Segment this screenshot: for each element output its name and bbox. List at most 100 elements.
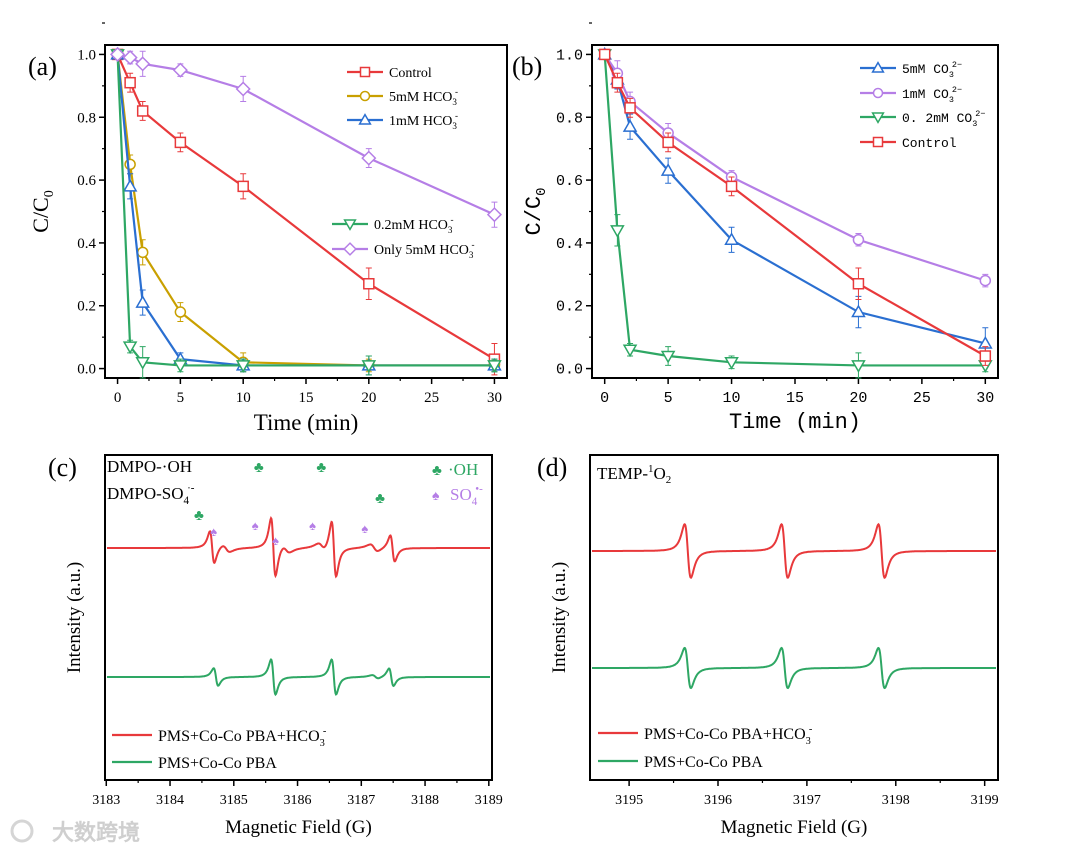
adduct-label-so4-sup: ·- bbox=[187, 482, 195, 494]
data-point-triangle-up bbox=[135, 295, 150, 308]
series-1mm-co3-2- bbox=[598, 48, 992, 288]
legend-label: 1mM CO32− bbox=[902, 85, 962, 105]
plot-frame bbox=[104, 454, 493, 781]
x-tick-label: 10 bbox=[236, 390, 251, 406]
legend-label-sub: 3 bbox=[452, 121, 457, 131]
legend-label: Control bbox=[902, 136, 957, 151]
x-tick-label: 25 bbox=[424, 390, 439, 406]
data-point-square bbox=[136, 105, 149, 117]
spectrum-green bbox=[107, 657, 490, 697]
data-point-triangle-up bbox=[358, 113, 372, 125]
spectrum-red bbox=[592, 522, 996, 580]
legend-label-sub: 3 bbox=[452, 97, 457, 107]
data-point-triangle-up bbox=[122, 178, 138, 192]
legend-entry: 5mM CO32− bbox=[860, 60, 962, 80]
legend-label: 1mM HCO3- bbox=[389, 111, 458, 132]
so4-peak-marker-icon: ♠ bbox=[210, 524, 217, 539]
data-point-triangle-down bbox=[724, 357, 739, 370]
legend-label-sup: - bbox=[455, 111, 458, 121]
x-tick-label: 0 bbox=[600, 390, 609, 407]
adduct-sup: 1 bbox=[648, 463, 654, 475]
data-point-circle bbox=[136, 246, 149, 259]
x-axis-title: Magnetic Field (G) bbox=[225, 817, 372, 838]
so4-legend-label-main: SO bbox=[450, 485, 472, 504]
y-axis-title-sub: 0 bbox=[534, 187, 550, 195]
data-point-triangle-up bbox=[724, 232, 739, 246]
x-tick-label: 3186 bbox=[284, 793, 312, 808]
data-point-diamond bbox=[235, 81, 251, 97]
adduct-main: TEMP- bbox=[597, 464, 648, 483]
legend-entry: Only 5mM HCO3- bbox=[332, 240, 474, 260]
data-point-square bbox=[124, 76, 136, 89]
legend-label-sub: 3 bbox=[320, 738, 325, 749]
legend-entry: PMS+Co-Co PBA bbox=[112, 755, 277, 772]
legend-entry: Control bbox=[860, 136, 957, 151]
x-tick-label: 20 bbox=[849, 390, 867, 407]
legend-label-sup: - bbox=[455, 87, 458, 97]
data-point-triangle-down bbox=[235, 360, 251, 373]
adduct-label-so4-main: DMPO-SO bbox=[107, 484, 184, 503]
data-point-circle bbox=[174, 306, 187, 318]
x-tick-label: 3189 bbox=[475, 793, 503, 808]
legend-label: PMS+Co-Co PBA bbox=[644, 754, 763, 771]
legend-entry: Control bbox=[347, 66, 432, 81]
oh-peak-marker-icon: ♣ bbox=[254, 460, 264, 476]
legend-label-main: 1mM CO bbox=[902, 87, 949, 102]
data-point-square bbox=[725, 180, 738, 193]
adduct-label-so4-sub: 4 bbox=[184, 495, 190, 507]
data-point-diamond bbox=[135, 56, 151, 72]
series-only-5mm-hco3- bbox=[110, 46, 502, 228]
legend-label-sub: 3 bbox=[469, 250, 474, 260]
so4-legend-label: SO4•- bbox=[450, 483, 483, 508]
data-point-triangle-down bbox=[343, 219, 357, 231]
x-tick-label: 3196 bbox=[704, 793, 732, 808]
panel-label: (b) bbox=[512, 52, 542, 81]
series-control bbox=[598, 48, 992, 366]
legend-label-main: Only 5mM HCO bbox=[374, 243, 469, 258]
legend-label: PMS+Co-Co PBA+HCO3- bbox=[158, 726, 327, 749]
y-axis-title: C/C0 bbox=[28, 190, 57, 232]
legend-entry: PMS+Co-Co PBA+HCO3- bbox=[598, 724, 813, 747]
so4-legend-label-sub: 4 bbox=[472, 496, 478, 508]
legend-label-main: 0. 2mM CO bbox=[902, 111, 972, 126]
legend-label: 5mM CO32− bbox=[902, 60, 962, 80]
y-axis-title-main: C/C bbox=[522, 196, 547, 236]
legend-entry: 1mM CO32− bbox=[860, 85, 962, 105]
legend-label-main: 5mM CO bbox=[902, 62, 949, 77]
legend-label-sub: 3 bbox=[972, 119, 977, 129]
x-tick-label: 30 bbox=[487, 390, 502, 406]
x-tick-label: 3184 bbox=[156, 793, 184, 808]
plot-frame bbox=[589, 454, 999, 781]
legend-label-sub: 3 bbox=[806, 736, 811, 747]
data-point-triangle-up bbox=[660, 163, 676, 176]
data-point-circle bbox=[979, 274, 992, 287]
x-tick-label: 3183 bbox=[92, 793, 120, 808]
x-tick-label: 20 bbox=[361, 390, 376, 406]
data-point-diamond bbox=[361, 150, 377, 166]
data-point-triangle-down bbox=[622, 344, 638, 358]
data-point-diamond bbox=[172, 62, 188, 78]
legend-label-sup: - bbox=[450, 215, 453, 225]
data-point-square bbox=[598, 48, 611, 61]
adduct-label-so4: DMPO-SO4·- bbox=[107, 482, 195, 507]
watermark-logo-icon bbox=[10, 819, 34, 843]
adduct-label-oh: DMPO-·OH bbox=[107, 457, 192, 476]
oh-legend-icon: ♣ bbox=[432, 463, 442, 479]
panel-label: (c) bbox=[48, 453, 77, 482]
x-tick-label: 10 bbox=[723, 390, 741, 407]
legend-label-main: 0.2mM HCO bbox=[374, 218, 448, 233]
y-axis-title: Intensity (a.u.) bbox=[64, 562, 85, 673]
panel-label: (d) bbox=[537, 453, 567, 482]
y-tick-label: 0.0 bbox=[556, 362, 583, 379]
panel-d: (d) 3195 3196 3197 3198 3199 Magnetic Field (G… bbox=[537, 453, 999, 838]
legend-label-main: PMS+Co-Co PBA+HCO bbox=[158, 728, 320, 745]
x-tick-label: 15 bbox=[299, 390, 314, 406]
data-point-square bbox=[237, 180, 249, 193]
oh-peak-marker-icon: ♣ bbox=[194, 508, 204, 524]
so4-legend-label-sup: •- bbox=[475, 483, 483, 495]
adduct-sub: 2 bbox=[666, 474, 672, 486]
legend-label: 0. 2mM CO32− bbox=[902, 109, 985, 129]
spectrum-red bbox=[107, 515, 490, 579]
legend-label: Control bbox=[389, 66, 432, 81]
x-tick-label: 3197 bbox=[793, 793, 821, 808]
